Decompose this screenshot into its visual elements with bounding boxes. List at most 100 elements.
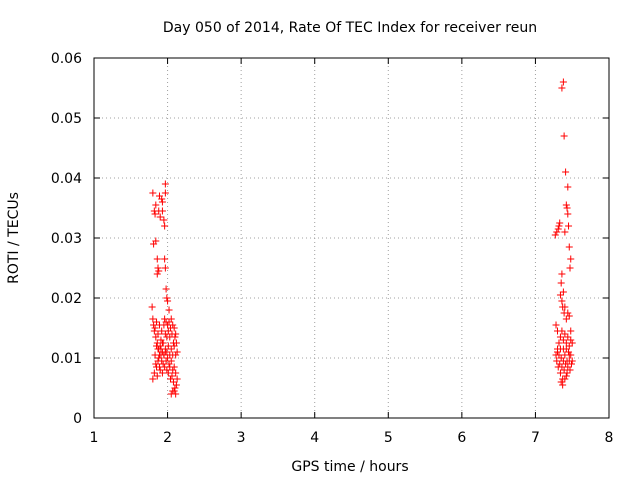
data-point [167, 345, 175, 353]
data-point [173, 348, 181, 356]
data-point [158, 195, 166, 203]
data-point [161, 189, 169, 197]
data-point [565, 312, 573, 320]
axis-ticks [93, 57, 610, 419]
data-point [563, 204, 571, 212]
y-tick-label: 0.03 [51, 231, 82, 247]
data-point [164, 369, 172, 377]
data-point [559, 288, 567, 296]
data-point [562, 372, 570, 380]
data-point [565, 342, 573, 350]
data-point [170, 363, 178, 371]
data-point [566, 264, 574, 272]
data-point [161, 255, 169, 263]
data-point [161, 330, 169, 338]
x-tick-label: 2 [163, 430, 172, 446]
data-point [169, 378, 177, 386]
data-point [557, 378, 565, 386]
data-point [558, 84, 566, 92]
data-point [558, 327, 566, 335]
data-point [164, 297, 172, 305]
x-tick-label: 3 [237, 430, 246, 446]
data-point [564, 309, 572, 317]
data-point [554, 225, 562, 233]
data-point [553, 228, 561, 236]
data-point [158, 369, 166, 377]
data-point [150, 327, 158, 335]
data-point [170, 387, 178, 395]
data-point [153, 318, 161, 326]
data-point [561, 330, 569, 338]
data-point [172, 381, 180, 389]
data-point [563, 369, 571, 377]
data-point [160, 351, 168, 359]
data-point [566, 366, 574, 374]
data-point [555, 222, 563, 230]
data-point [150, 321, 158, 329]
data-point [559, 381, 567, 389]
data-point [152, 201, 160, 209]
data-point [164, 342, 172, 350]
data-point [153, 342, 161, 350]
data-point [562, 339, 570, 347]
data-point [567, 360, 575, 368]
data-point [158, 339, 166, 347]
y-tick-label: 0.05 [51, 111, 82, 127]
data-point [165, 306, 173, 314]
data-point [562, 201, 570, 209]
data-point [154, 264, 162, 272]
data-point [564, 333, 572, 341]
data-point [552, 321, 560, 329]
data-point [161, 222, 169, 230]
data-point [173, 375, 181, 383]
data-point [556, 291, 564, 299]
data-point [158, 327, 166, 335]
data-point [560, 366, 568, 374]
x-tick-label: 8 [605, 430, 614, 446]
data-point [156, 213, 164, 221]
data-point [161, 180, 169, 188]
y-tick-label: 0 [73, 411, 82, 427]
data-point [167, 375, 175, 383]
data-point [559, 336, 567, 344]
data-point [556, 369, 564, 377]
data-point [169, 321, 177, 329]
data-point [151, 324, 159, 332]
data-point [150, 369, 158, 377]
data-point [562, 315, 570, 323]
data-point [149, 189, 157, 197]
data-point [567, 336, 575, 344]
data-point [561, 303, 569, 311]
data-point [158, 198, 166, 206]
data-point [153, 270, 161, 278]
data-point [172, 351, 180, 359]
x-tick-label: 1 [90, 430, 99, 446]
data-point [565, 222, 573, 230]
y-axis-label: ROTI / TECUs [6, 192, 22, 284]
data-point [170, 342, 178, 350]
data-point [159, 360, 167, 368]
data-point [553, 357, 561, 365]
data-point [564, 183, 572, 191]
data-point [148, 303, 156, 311]
data-point [169, 366, 177, 374]
data-point [559, 78, 567, 86]
data-point [170, 324, 178, 332]
data-point [565, 351, 573, 359]
data-point [163, 348, 171, 356]
data-point [161, 264, 169, 272]
data-point [568, 357, 576, 365]
data-point [558, 270, 566, 278]
data-point [151, 210, 159, 218]
data-point [171, 333, 179, 341]
data-point [161, 345, 169, 353]
data-point [158, 207, 166, 215]
data-point [551, 231, 559, 239]
data-point [167, 315, 175, 323]
data-point [167, 357, 175, 365]
data-point [556, 219, 564, 227]
data-points [148, 78, 576, 398]
data-point [163, 294, 171, 302]
data-point [561, 228, 569, 236]
